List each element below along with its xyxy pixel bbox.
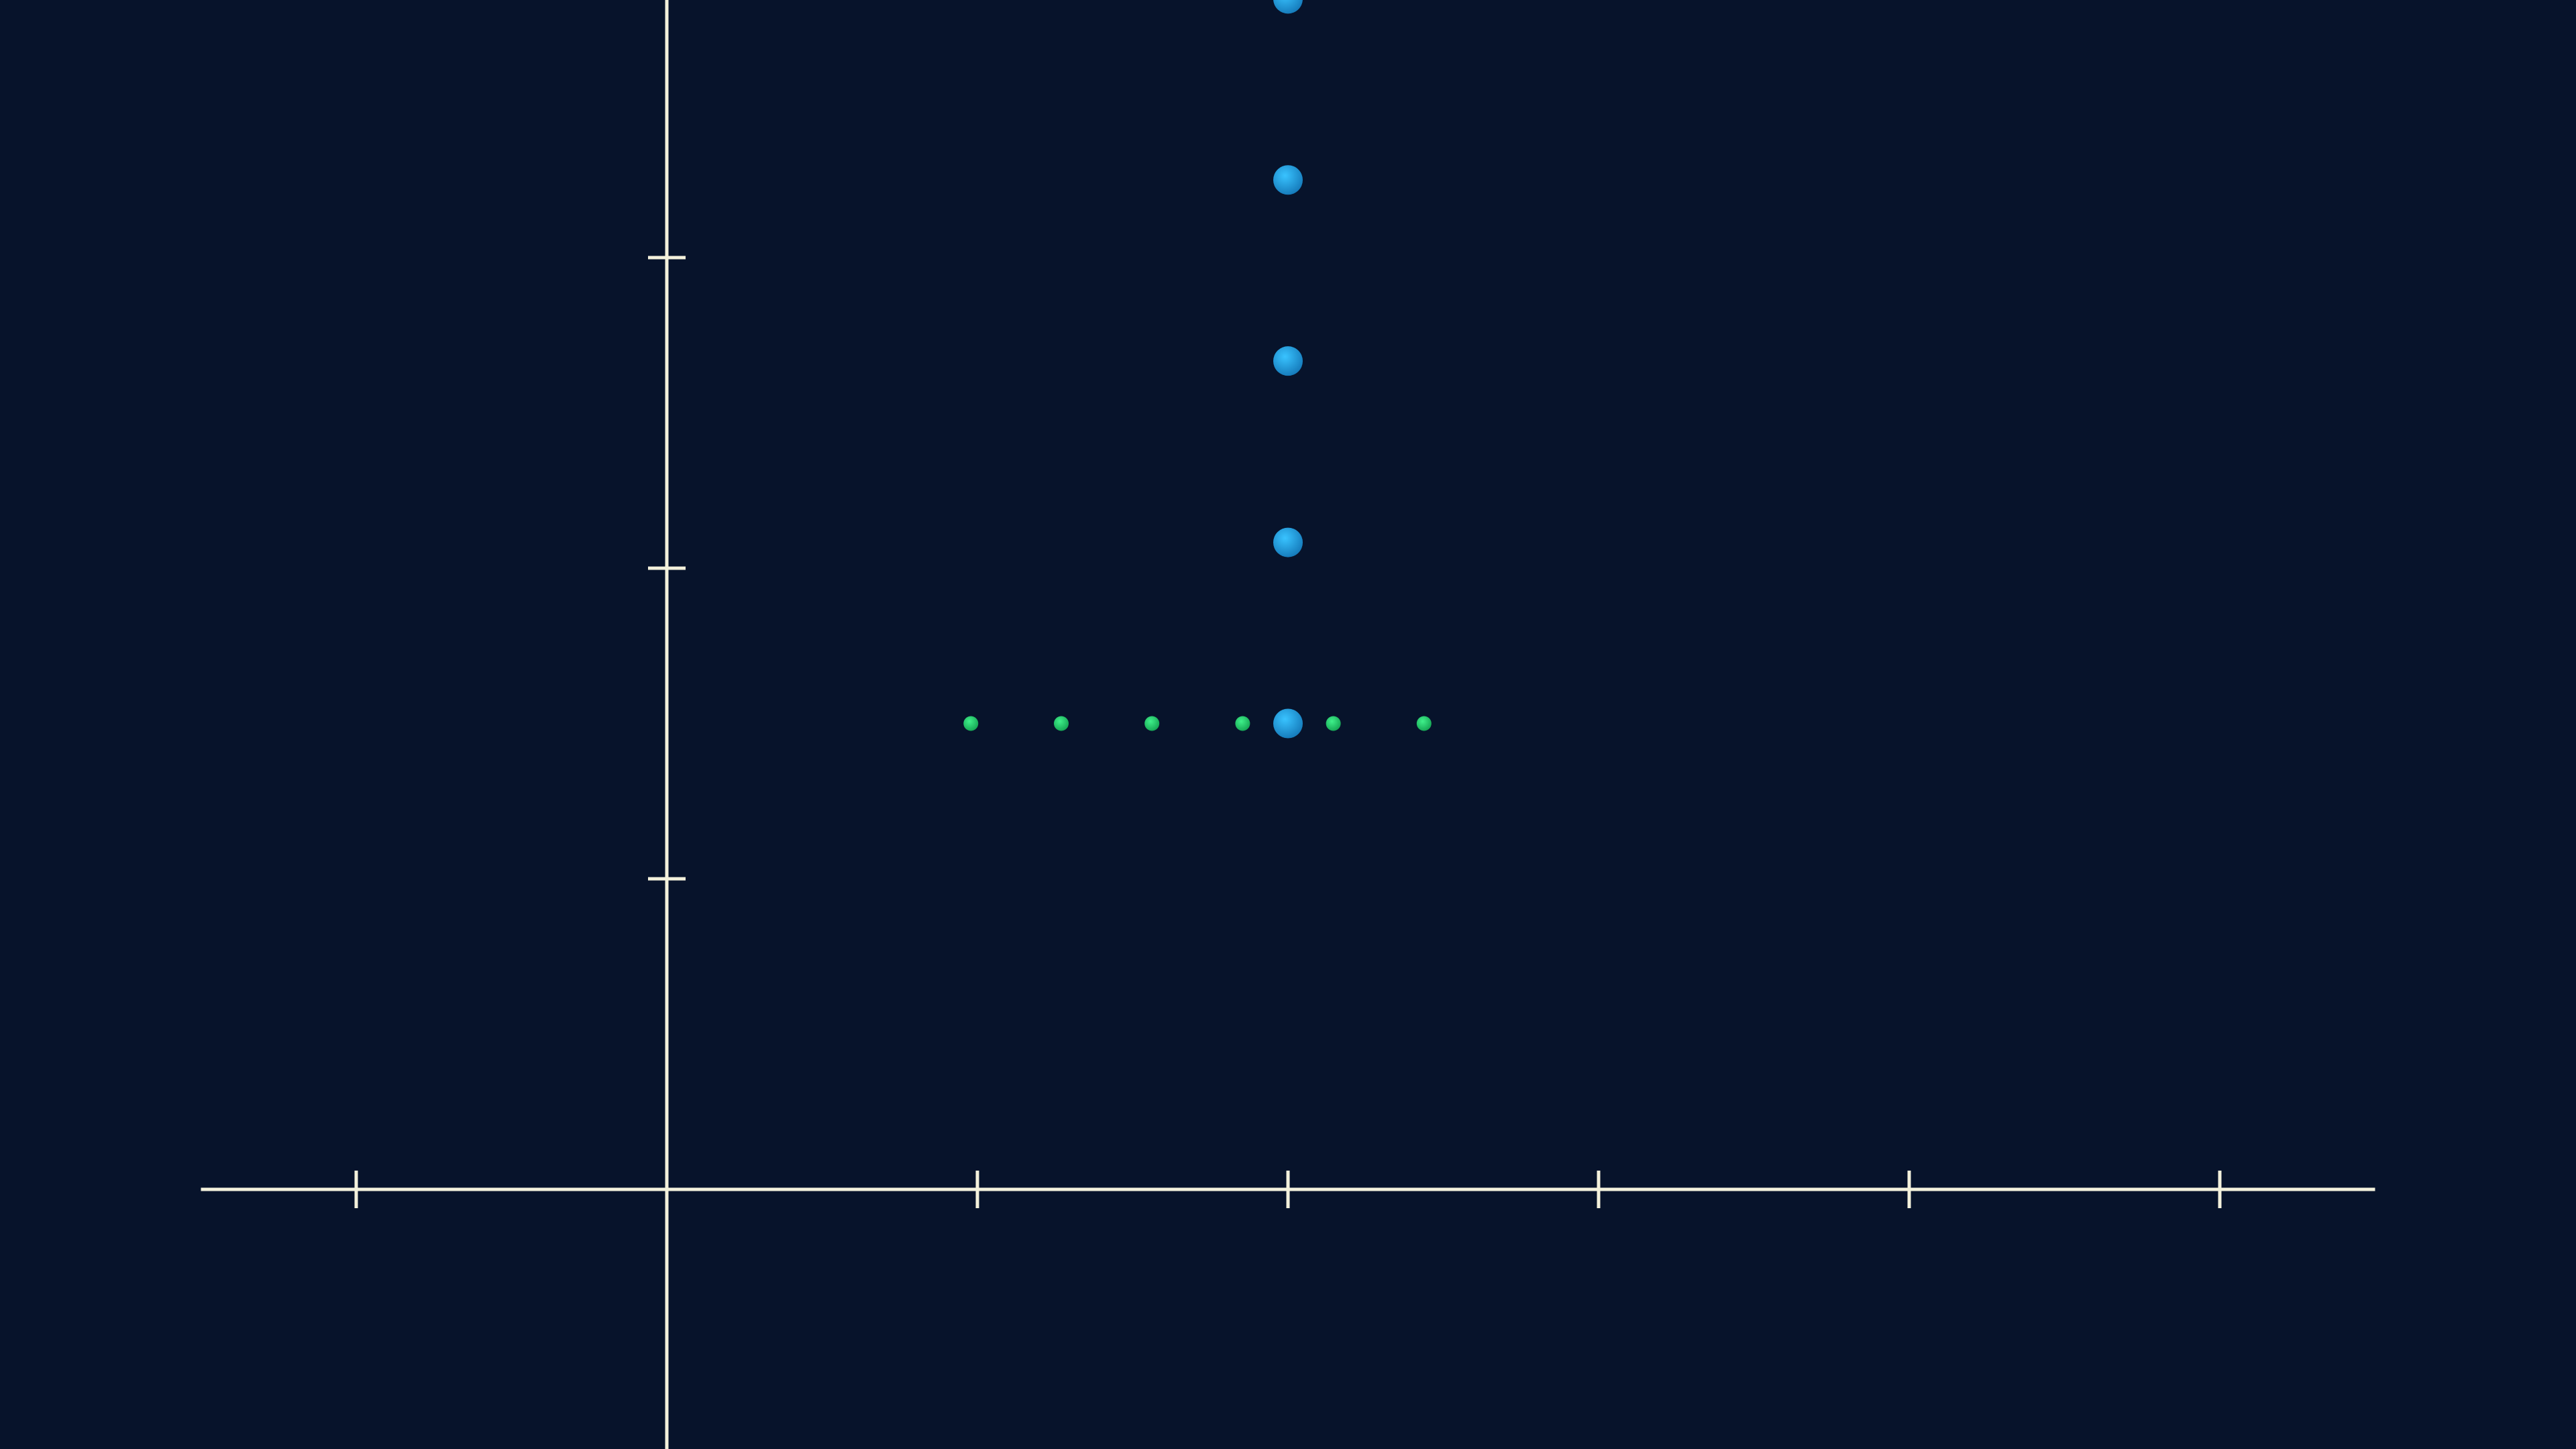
data-point-blue bbox=[1273, 0, 1303, 14]
data-point-green bbox=[1326, 716, 1341, 731]
data-point-green bbox=[1054, 716, 1069, 731]
axes bbox=[201, 0, 2375, 1449]
data-point-green bbox=[1144, 716, 1160, 731]
data-point-blue bbox=[1273, 527, 1303, 557]
data-point-green bbox=[1416, 716, 1432, 731]
data-point-green bbox=[1235, 716, 1250, 731]
data-point-blue bbox=[1273, 346, 1303, 376]
data-point-blue bbox=[1273, 708, 1303, 739]
data-point-blue bbox=[1273, 165, 1303, 195]
data-points bbox=[963, 0, 1432, 739]
data-point-green bbox=[963, 716, 979, 731]
